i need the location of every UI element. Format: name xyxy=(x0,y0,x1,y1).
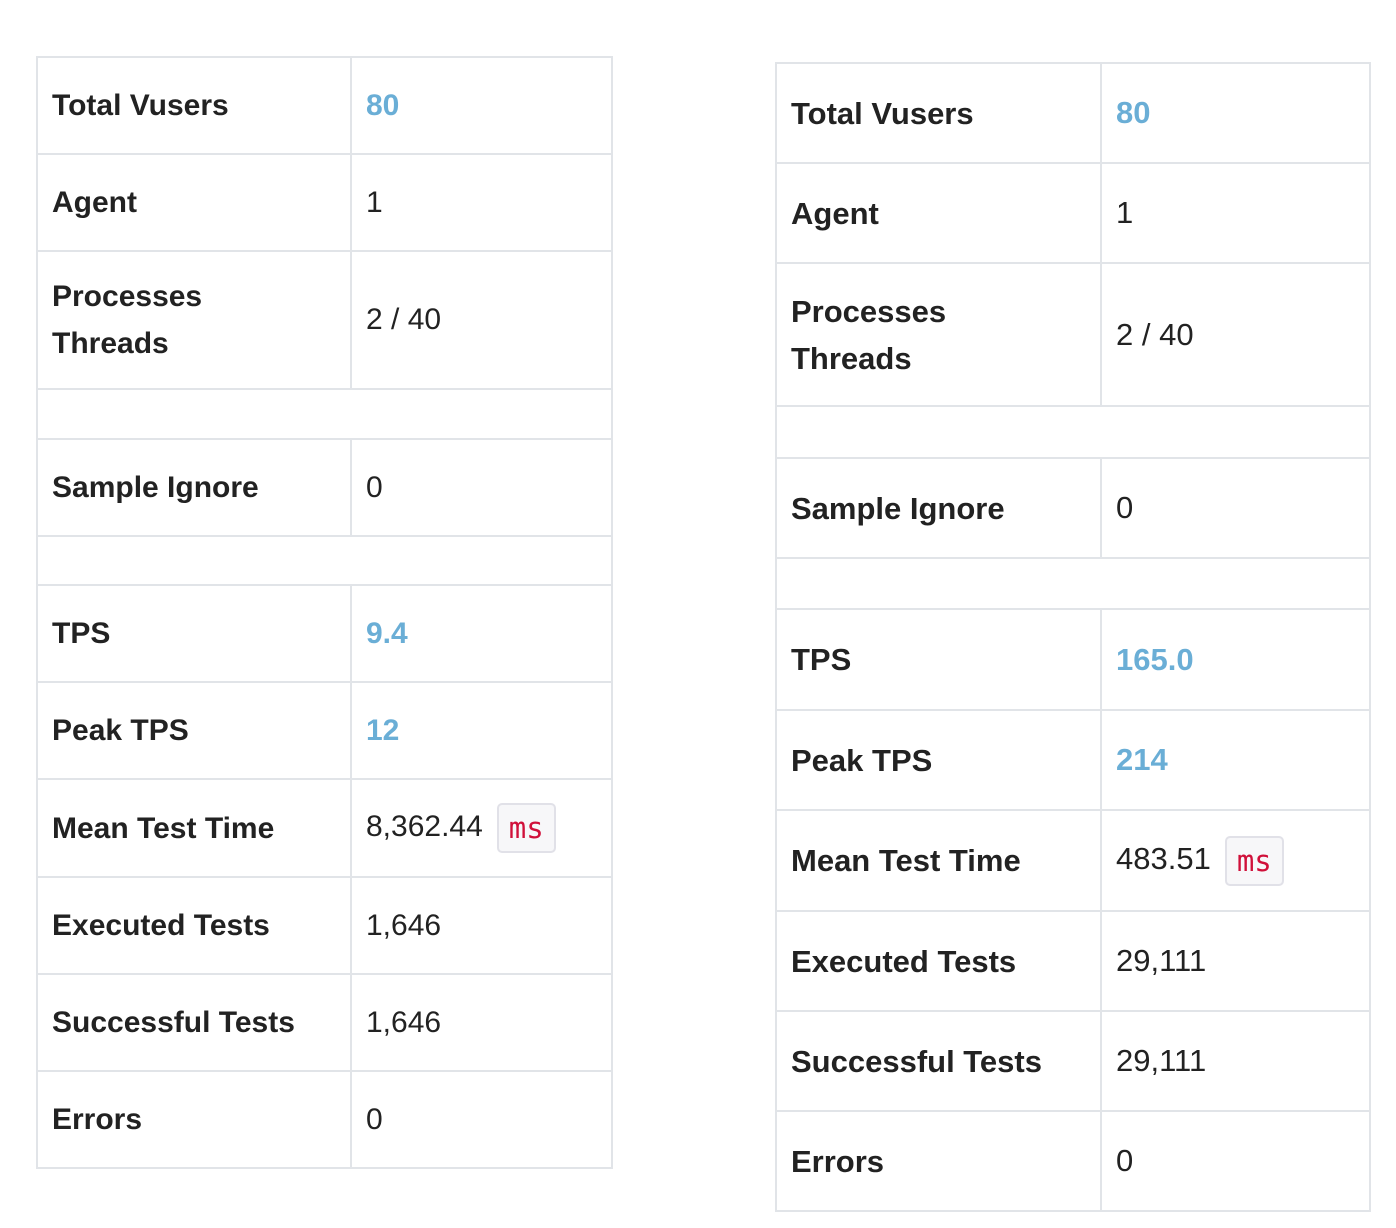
processes-threads-label: Processes Threads xyxy=(775,262,1102,407)
empty-row xyxy=(36,535,613,586)
row-mean-test-time: Mean Test Time 8,362.44 ms xyxy=(36,778,613,878)
successful-tests-value: 1,646 xyxy=(350,973,613,1072)
errors-value: 0 xyxy=(350,1070,613,1169)
tps-value: 9.4 xyxy=(350,584,613,683)
row-total-vusers: Total Vusers 80 xyxy=(775,62,1371,164)
mean-test-time-label: Mean Test Time xyxy=(775,809,1102,912)
row-tps: TPS 165.0 xyxy=(775,608,1371,711)
row-peak-tps: Peak TPS 12 xyxy=(36,681,613,780)
sample-ignore-value: 0 xyxy=(350,438,613,537)
row-agent: Agent 1 xyxy=(775,162,1371,264)
threads-label: Threads xyxy=(52,327,169,360)
total-vusers-value: 80 xyxy=(350,56,613,155)
total-vusers-label: Total Vusers xyxy=(36,56,352,155)
agent-value: 1 xyxy=(1100,162,1371,264)
row-peak-tps: Peak TPS 214 xyxy=(775,709,1371,811)
threads-label: Threads xyxy=(791,340,912,376)
row-processes-threads: Processes Threads 2 / 40 xyxy=(775,262,1371,407)
empty-row xyxy=(36,388,613,440)
tps-value: 165.0 xyxy=(1100,608,1371,711)
mean-test-time-label: Mean Test Time xyxy=(36,778,352,878)
agent-label: Agent xyxy=(36,153,352,252)
peak-tps-label: Peak TPS xyxy=(775,709,1102,811)
row-agent: Agent 1 xyxy=(36,153,613,252)
row-processes-threads: Processes Threads 2 / 40 xyxy=(36,250,613,390)
empty-cell xyxy=(36,535,613,586)
tps-label: TPS xyxy=(36,584,352,683)
empty-row xyxy=(775,405,1371,459)
total-vusers-label: Total Vusers xyxy=(775,62,1102,164)
processes-label: Processes xyxy=(791,293,947,329)
row-tps: TPS 9.4 xyxy=(36,584,613,683)
empty-row xyxy=(775,557,1371,610)
ms-unit-badge: ms xyxy=(496,803,556,853)
row-sample-ignore: Sample Ignore 0 xyxy=(775,457,1371,559)
row-mean-test-time: Mean Test Time 483.51 ms xyxy=(775,809,1371,912)
executed-tests-label: Executed Tests xyxy=(775,910,1102,1012)
total-vusers-value: 80 xyxy=(1100,62,1371,164)
sample-ignore-label: Sample Ignore xyxy=(36,438,352,537)
processes-threads-label: Processes Threads xyxy=(36,250,352,390)
executed-tests-value: 29,111 xyxy=(1100,910,1371,1012)
empty-cell xyxy=(775,557,1371,610)
successful-tests-label: Successful Tests xyxy=(36,973,352,1072)
processes-threads-value: 2 / 40 xyxy=(1100,262,1371,407)
row-total-vusers: Total Vusers 80 xyxy=(36,56,613,155)
peak-tps-value: 214 xyxy=(1100,709,1371,811)
peak-tps-value: 12 xyxy=(350,681,613,780)
sample-ignore-label: Sample Ignore xyxy=(775,457,1102,559)
successful-tests-label: Successful Tests xyxy=(775,1010,1102,1112)
successful-tests-value: 29,111 xyxy=(1100,1010,1371,1112)
row-executed-tests: Executed Tests 1,646 xyxy=(36,876,613,975)
sample-ignore-value: 0 xyxy=(1100,457,1371,559)
left-stats-table: Total Vusers 80 Agent 1 Processes Thread… xyxy=(36,56,613,1169)
row-sample-ignore: Sample Ignore 0 xyxy=(36,438,613,537)
row-executed-tests: Executed Tests 29,111 xyxy=(775,910,1371,1012)
empty-cell xyxy=(775,405,1371,459)
executed-tests-value: 1,646 xyxy=(350,876,613,975)
row-successful-tests: Successful Tests 1,646 xyxy=(36,973,613,1072)
ms-unit-badge: ms xyxy=(1224,835,1284,886)
row-errors: Errors 0 xyxy=(775,1110,1371,1212)
empty-cell xyxy=(36,388,613,440)
agent-value: 1 xyxy=(350,153,613,252)
errors-value: 0 xyxy=(1100,1110,1371,1212)
mean-test-time-value: 483.51 xyxy=(1116,840,1211,876)
right-stats-table: Total Vusers 80 Agent 1 Processes Thread… xyxy=(775,62,1371,1212)
row-successful-tests: Successful Tests 29,111 xyxy=(775,1010,1371,1112)
mean-test-time-value: 8,362.44 xyxy=(366,809,483,843)
mean-test-time-cell: 483.51 ms xyxy=(1100,809,1371,912)
mean-test-time-cell: 8,362.44 ms xyxy=(350,778,613,878)
errors-label: Errors xyxy=(36,1070,352,1169)
peak-tps-label: Peak TPS xyxy=(36,681,352,780)
row-errors: Errors 0 xyxy=(36,1070,613,1169)
agent-label: Agent xyxy=(775,162,1102,264)
executed-tests-label: Executed Tests xyxy=(36,876,352,975)
tps-label: TPS xyxy=(775,608,1102,711)
processes-threads-value: 2 / 40 xyxy=(350,250,613,390)
processes-label: Processes xyxy=(52,280,203,313)
errors-label: Errors xyxy=(775,1110,1102,1212)
